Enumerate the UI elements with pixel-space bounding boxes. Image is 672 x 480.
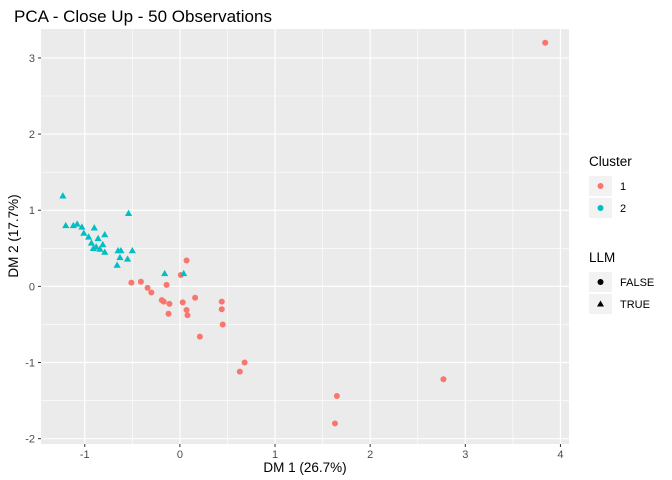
data-point-triangle	[113, 261, 121, 268]
legend-label-llm-true: TRUE	[620, 299, 650, 311]
legend-key-cluster-2	[597, 205, 604, 211]
grid-major	[41, 29, 569, 444]
data-point-circle	[165, 310, 172, 317]
data-point-triangle	[84, 233, 93, 240]
data-point-circle	[183, 306, 190, 313]
data-point-circle	[179, 299, 186, 306]
legend-llm: LLM FALSE TRUE	[589, 250, 654, 314]
legend-llm-title: LLM	[589, 250, 615, 265]
data-point-triangle	[117, 246, 125, 254]
data-point-triangle	[90, 224, 98, 231]
plot-panel	[41, 29, 569, 444]
y-tick-label: 2	[29, 129, 35, 141]
data-point-circle	[183, 257, 190, 264]
data-point-circle	[218, 298, 225, 305]
data-point-triangle	[123, 255, 132, 262]
legend-label-cluster-2: 2	[620, 203, 626, 215]
y-tick-label: 0	[29, 281, 35, 293]
data-point-circle	[137, 278, 144, 285]
data-point-circle	[192, 294, 199, 301]
data-point-triangle	[78, 223, 86, 230]
data-point-circle	[148, 289, 155, 296]
y-axis-ticks: -2 -1 0 1 2 3	[25, 53, 41, 446]
legend-label-llm-false: FALSE	[620, 277, 654, 289]
data-point-triangle	[124, 209, 133, 216]
legend-label-cluster-1: 1	[620, 181, 626, 193]
data-point-circle	[158, 297, 165, 304]
y-tick-label: 1	[29, 205, 35, 217]
y-axis-title: DM 2 (17.7%)	[6, 194, 21, 277]
data-point-circle	[196, 333, 203, 340]
data-point-circle	[236, 368, 243, 375]
data-point-circle	[218, 306, 225, 313]
data-point-triangle	[180, 269, 188, 277]
data-point-circle	[333, 393, 340, 400]
data-point-triangle	[99, 240, 107, 248]
data-point-circle	[219, 321, 226, 328]
legend-cluster-title: Cluster	[589, 154, 632, 169]
x-tick-label: 2	[367, 449, 373, 461]
x-tick-label: 3	[462, 449, 468, 461]
x-tick-label: 4	[557, 449, 563, 461]
legend-cluster: Cluster 1 2	[589, 154, 632, 218]
data-point-triangle	[73, 220, 81, 227]
x-tick-label: 0	[177, 449, 183, 461]
y-tick-label: 3	[29, 53, 35, 65]
data-point-triangle	[62, 221, 70, 229]
data-point-triangle	[116, 253, 124, 261]
x-tick-label: 1	[272, 449, 278, 461]
data-point-circle	[241, 359, 248, 366]
data-point-triangle	[128, 246, 136, 254]
y-tick-label: -2	[25, 434, 35, 446]
grid-minor	[41, 29, 569, 444]
data-point-circle	[144, 284, 151, 291]
data-point-circle	[331, 420, 338, 427]
data-points	[59, 39, 549, 427]
legend-key-llm-false	[597, 279, 604, 285]
data-point-triangle	[59, 192, 67, 199]
data-point-triangle	[161, 269, 169, 277]
data-point-triangle	[92, 243, 100, 250]
data-point-circle	[128, 279, 135, 286]
data-point-circle	[542, 39, 549, 46]
data-point-triangle	[96, 245, 104, 252]
x-axis-title: DM 1 (26.7%)	[263, 460, 346, 475]
data-point-circle	[163, 281, 170, 288]
y-tick-label: -1	[25, 358, 35, 370]
x-axis-ticks: -1 0 1 2 3 4	[80, 444, 564, 461]
data-point-triangle	[87, 239, 96, 246]
data-point-triangle	[94, 234, 102, 242]
data-point-triangle	[101, 230, 109, 238]
data-point-triangle	[101, 248, 109, 255]
data-point-triangle	[80, 229, 88, 236]
chart-title: PCA - Close Up - 50 Observations	[14, 7, 272, 26]
data-point-circle	[184, 312, 191, 319]
x-tick-label: -1	[80, 449, 90, 461]
data-point-circle	[440, 376, 447, 383]
legend-key-cluster-1	[597, 183, 604, 189]
data-point-circle	[166, 300, 173, 307]
legend-key-llm-true	[597, 300, 604, 307]
